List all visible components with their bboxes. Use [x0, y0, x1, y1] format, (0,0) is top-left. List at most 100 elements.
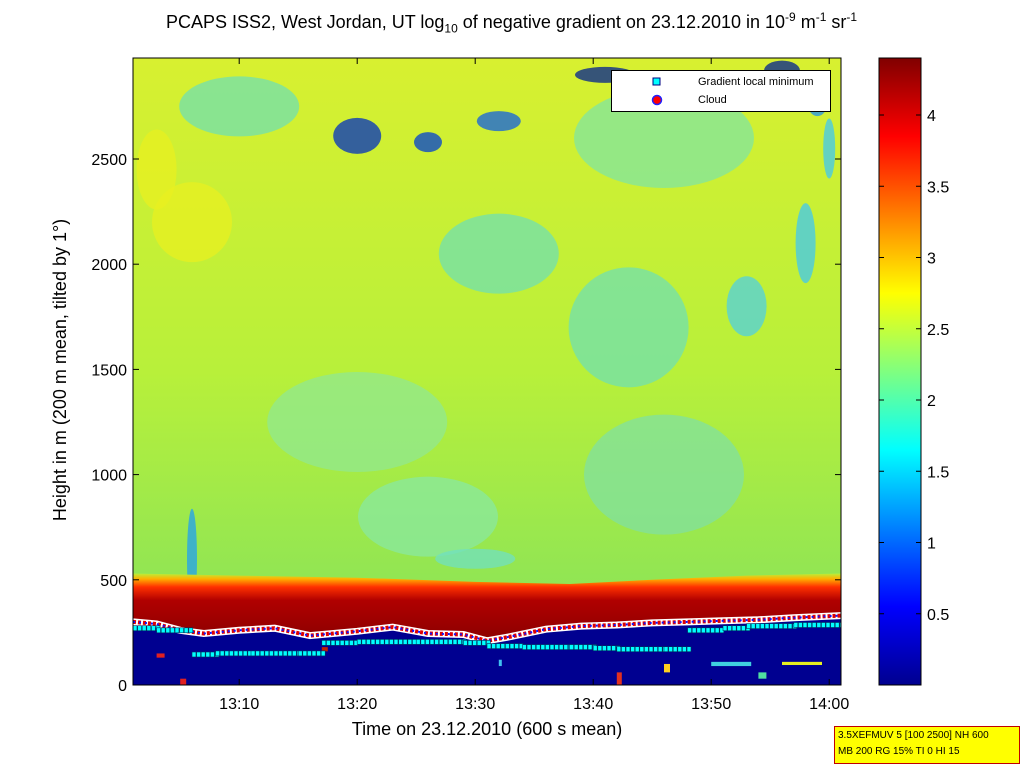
gradient-minimum-marker: [741, 625, 746, 632]
gradient-minimum-marker: [438, 639, 444, 645]
plot-frame: [132, 57, 842, 686]
gradient-minimum-marker: [535, 644, 541, 650]
gradient-minimum-marker: [545, 644, 550, 650]
legend-label-cloud: Cloud: [698, 94, 727, 106]
heatmap-blotch: [267, 371, 448, 472]
gradient-minimum-marker: [569, 644, 574, 650]
gradient-minimum-marker: [224, 650, 230, 657]
gradient-minimum-marker: [793, 622, 799, 628]
colorbar-tick-label: 3.5: [927, 179, 949, 196]
legend: Gradient local minimum Cloud: [611, 70, 831, 112]
gradient-minimum-marker: [616, 646, 622, 653]
heatmap-bottom-spot: [758, 672, 767, 679]
gradient-minimum-marker: [174, 627, 180, 634]
y-axis: 0 500 1000 1500 2000 2500: [91, 152, 841, 695]
gradient-minimum-marker: [188, 627, 194, 634]
gradient-minimum-series: [133, 622, 841, 658]
gradient-minimum-marker: [611, 645, 616, 652]
gradient-minimum-marker: [531, 644, 536, 650]
gradient-minimum-marker: [554, 644, 559, 650]
gradient-minimum-marker: [505, 643, 510, 649]
y-axis-label: Height in m (200 m mean, tilted by 1°): [50, 219, 70, 521]
gradient-minimum-marker: [297, 650, 303, 657]
gradient-minimum-marker: [402, 639, 408, 645]
gradient-minimum-marker: [540, 644, 546, 650]
heatmap-bottom-spot: [498, 659, 502, 667]
gradient-minimum-marker: [592, 645, 598, 652]
gradient-minimum-marker: [778, 623, 784, 629]
gradient-minimum-marker: [361, 639, 367, 645]
gradient-minimum-marker: [807, 622, 812, 628]
gradient-minimum-marker: [558, 644, 564, 650]
gradient-minimum-marker: [526, 644, 532, 650]
gradient-minimum-marker: [370, 639, 376, 645]
gradient-minimum-marker: [486, 643, 492, 649]
gradient-minimum-marker: [509, 643, 515, 649]
gradient-minimum-marker: [183, 627, 189, 634]
gradient-minimum-marker: [727, 625, 732, 632]
x-axis: 13:10 13:20 13:30 13:40 13:50 14:00: [219, 58, 849, 713]
heatmap-bottom-spot: [782, 661, 822, 666]
colorbar-tick-label: 2: [927, 393, 936, 410]
gradient-minimum-marker: [731, 625, 737, 632]
gradient-minimum-marker: [321, 640, 327, 646]
gradient-minimum-marker: [302, 650, 308, 657]
y-tick-label: 0: [118, 678, 127, 695]
gradient-minimum-marker: [687, 627, 692, 634]
gradient-minimum-marker: [242, 650, 248, 657]
gradient-minimum-marker: [668, 646, 673, 653]
heatmap-blotch: [435, 548, 516, 569]
gradient-minimum-marker: [602, 645, 607, 652]
heatmap-bottom-spot: [711, 661, 752, 667]
gradient-minimum-marker: [834, 622, 840, 628]
heatmap-blotch: [152, 182, 232, 263]
gradient-minimum-marker: [686, 646, 692, 653]
heatmap-blotch: [823, 118, 836, 179]
heatmap-blotch: [136, 129, 177, 210]
x-tick-label: 13:50: [691, 696, 731, 713]
gradient-minimum-marker: [549, 644, 555, 650]
heatmap-blotch: [414, 132, 442, 153]
heatmap-blotch: [568, 267, 689, 388]
gradient-minimum-marker: [701, 627, 706, 634]
gradient-minimum-marker: [320, 650, 326, 657]
gradient-minimum-marker: [764, 623, 770, 629]
gradient-minimum-marker: [339, 640, 345, 646]
gradient-minimum-marker: [191, 651, 197, 658]
gradient-minimum-marker: [205, 651, 211, 658]
gradient-minimum-marker: [443, 639, 449, 645]
gradient-minimum-marker: [663, 646, 669, 653]
heatmap-blotch: [795, 203, 816, 284]
y-tick-label: 1500: [91, 362, 127, 379]
legend-label-gradient-minimum: Gradient local minimum: [698, 76, 814, 88]
y-tick-label: 2500: [91, 152, 127, 169]
cloud-line-core: [133, 614, 841, 642]
gradient-minimum-marker: [141, 625, 147, 632]
gradient-minimum-marker: [563, 644, 569, 650]
gradient-minimum-marker: [250, 650, 256, 657]
x-tick-label: 13:10: [219, 696, 259, 713]
gradient-minimum-marker: [344, 640, 350, 646]
info-line-2: MB 200 RG 15% TI 0 HI 15: [838, 746, 960, 757]
gradient-minimum-marker: [170, 627, 175, 634]
gradient-minimum-marker: [746, 623, 751, 629]
gradient-minimum-marker: [311, 650, 317, 657]
gradient-minimum-marker: [210, 651, 215, 658]
x-tick-label: 14:00: [809, 696, 849, 713]
gradient-minimum-marker: [156, 627, 161, 634]
legend-item-cloud: Cloud: [612, 91, 830, 109]
gradient-minimum-marker: [750, 623, 756, 629]
x-tick-label: 13:20: [337, 696, 377, 713]
gradient-minimum-marker: [760, 623, 765, 629]
gradient-minimum-marker: [472, 640, 477, 646]
gradient-minimum-marker: [165, 627, 171, 634]
gradient-minimum-marker: [264, 650, 270, 657]
heatmap-blotch: [584, 414, 744, 535]
gradient-minimum-marker: [215, 650, 220, 657]
gradient-minimum-marker: [278, 650, 283, 657]
gradient-minimum-marker: [491, 643, 496, 649]
gradient-minimum-marker: [307, 650, 312, 657]
gradient-minimum-marker: [287, 650, 293, 657]
heatmap-blotch: [574, 87, 754, 188]
